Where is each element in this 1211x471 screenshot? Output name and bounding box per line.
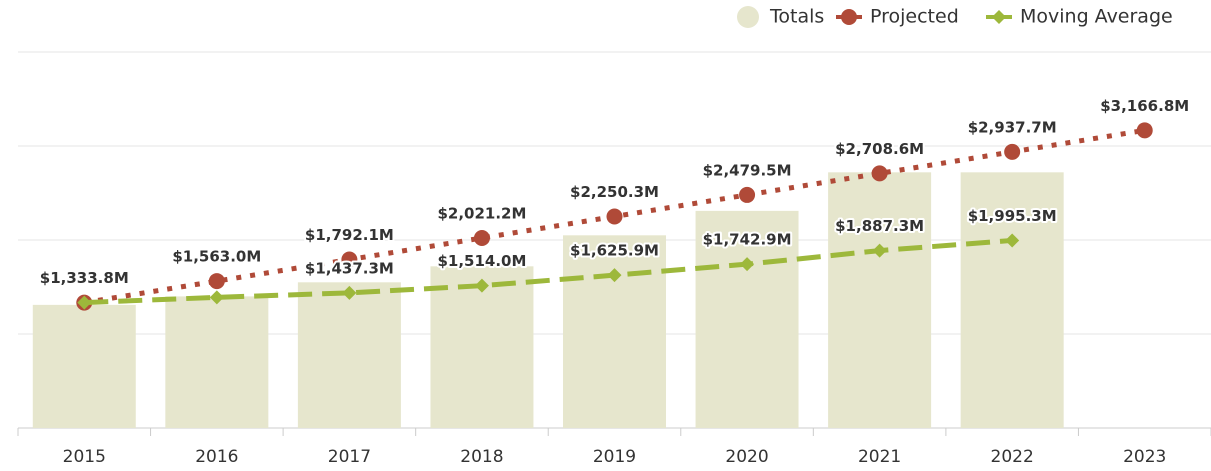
series-line — [84, 237, 1013, 306]
marker — [606, 208, 623, 225]
legend-swatch — [841, 9, 857, 25]
marker — [208, 273, 225, 290]
bar — [960, 172, 1064, 428]
bar — [430, 266, 534, 428]
marker — [1005, 233, 1020, 248]
legend-swatch — [737, 6, 759, 28]
bar — [32, 304, 136, 428]
data-label: $1,995.3M — [968, 207, 1057, 225]
data-label: $2,937.7M — [968, 118, 1057, 136]
x-tick-label: 2020 — [725, 447, 768, 467]
marker — [739, 186, 756, 203]
x-tick-label: 2016 — [195, 447, 238, 467]
bar — [297, 282, 401, 428]
data-label: $1,887.3M — [835, 217, 924, 235]
marker — [77, 295, 92, 310]
marker — [740, 257, 755, 272]
data-label: $1,437.3M — [305, 259, 394, 277]
legend-label: Totals — [769, 6, 824, 28]
data-label: $3,166.8M — [1100, 97, 1189, 115]
marker — [1136, 122, 1153, 139]
legend-swatch — [992, 10, 1006, 24]
marker — [871, 165, 888, 182]
marker — [341, 251, 358, 268]
bar — [563, 235, 666, 428]
data-label: $2,479.5M — [703, 161, 792, 179]
data-label: $1,333.8M — [40, 269, 129, 287]
x-tick-label: 2015 — [63, 447, 106, 467]
bar — [165, 296, 269, 428]
marker — [473, 230, 490, 247]
data-label: $1,742.9M — [703, 231, 792, 249]
x-tick-label: 2017 — [328, 447, 371, 467]
marker — [872, 243, 887, 258]
marker — [474, 278, 489, 293]
bar — [828, 172, 932, 428]
marker — [1004, 143, 1021, 160]
data-label: $1,625.9M — [570, 242, 659, 260]
data-label: $2,021.2M — [437, 205, 526, 223]
data-label: $1,514.0M — [437, 252, 526, 270]
x-tick-label: 2023 — [1123, 447, 1166, 467]
x-tick-label: 2019 — [593, 447, 636, 467]
bar — [695, 210, 799, 428]
x-tick-label: 2018 — [460, 447, 503, 467]
x-tick-label: 2021 — [858, 447, 901, 467]
marker — [342, 285, 357, 300]
data-label: $2,250.3M — [570, 183, 659, 201]
data-label: $1,563.0M — [172, 248, 261, 266]
legend-label: Moving Average — [1020, 6, 1173, 28]
legend-label: Projected — [870, 6, 959, 28]
x-tick-label: 2022 — [991, 447, 1034, 467]
data-label: $2,708.6M — [835, 140, 924, 158]
marker — [209, 290, 224, 305]
marker — [607, 268, 622, 283]
data-label: $1,792.1M — [305, 226, 394, 244]
